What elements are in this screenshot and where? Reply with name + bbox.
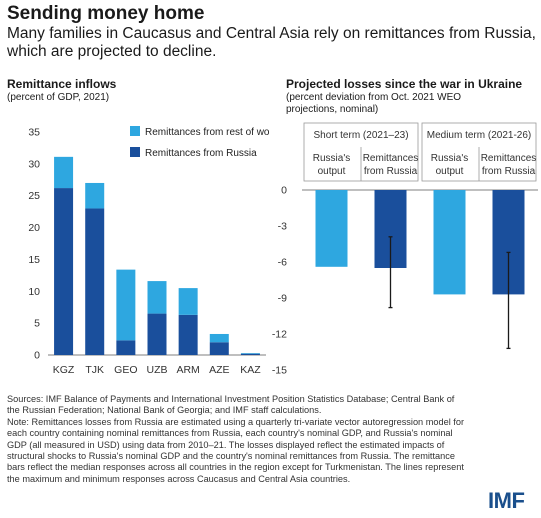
remittance-inflows-chart: 0 5 10 15 20 25 30 35 KGZ TJK GEO UZB ARM AZE KAZ Remit… [28,126,270,376]
bar-rest-of-world [147,281,167,314]
x-tick-label: AZE [209,364,229,376]
x-tick-label: TJK [85,364,104,376]
bar-label: output [436,166,464,177]
right-panel-subtitle-line-1: (percent deviation from Oct. 2021 WEO [286,92,462,103]
bar-rest-of-world [178,288,198,315]
y-tick-label: -15 [272,365,287,377]
bar-rest-of-world [209,333,229,343]
bar-rest-of-world [240,353,260,354]
projected-losses-chart: 0 -3 -6 -9 -12 -15 Short term (2021–23) Russia'… [272,122,538,377]
bar-label: output [318,166,346,177]
y-tick-label: 5 [34,318,40,330]
legend-label: Remittances from rest of world [145,127,270,138]
bar-label: Russia's [431,153,468,164]
left-panel-title: Remittance inflows [7,77,117,91]
y-tick-label: 10 [28,286,40,298]
y-tick-label: -3 [278,221,287,233]
bar-label: from Russia [364,166,418,177]
bar-russia [54,188,74,355]
y-tick-label: 20 [28,222,40,234]
bar-russia [209,342,229,355]
bar-label: Russia's [313,153,350,164]
legend-swatch [130,126,140,136]
bar-russia [147,313,167,355]
y-tick-label: 25 [28,190,40,202]
y-tick-label: -12 [272,329,287,341]
legend-label: Remittances from Russia [145,148,257,159]
y-tick-label: 0 [34,350,40,362]
bar-russia [85,208,105,355]
bar-russia [240,353,260,355]
y-tick-label: 0 [281,185,287,197]
sources-note: Sources: IMF Balance of Payments and Int… [7,394,467,485]
bar-rest-of-world [85,182,105,209]
sources-text: Sources: IMF Balance of Payments and Int… [7,394,455,416]
bar-russia-output [433,190,466,295]
chart-subtitle: Many families in Caucasus and Central As… [7,25,536,60]
x-tick-label: KGZ [53,364,75,376]
x-tick-label: UZB [147,364,168,376]
y-tick-label: 15 [28,254,40,266]
bar-label: Remittances [481,153,537,164]
group-label: Short term (2021–23) [313,130,408,141]
imf-logo: IMF [488,488,525,513]
bar-russia [178,314,198,355]
legend-swatch [130,147,140,157]
right-panel-subtitle-line-2: projections, nominal) [286,104,379,115]
x-tick-label: GEO [114,364,137,376]
y-tick-label: -6 [278,257,287,269]
x-tick-label: ARM [176,364,199,376]
group-label: Medium term (2021-26) [427,130,531,141]
y-tick-label: 35 [28,127,40,139]
bar-label: from Russia [482,166,536,177]
right-panel-title: Projected losses since the war in Ukrain… [286,77,523,91]
y-tick-label: 30 [28,158,40,170]
chart-title: Sending money home [7,3,205,24]
x-tick-label: KAZ [240,364,261,376]
note-text: Note: Remittances losses from Russia are… [7,416,465,484]
bar-russia [116,340,136,355]
left-panel-subtitle: (percent of GDP, 2021) [7,92,110,103]
bar-rest-of-world [116,269,136,341]
bar-label: Remittances [363,153,419,164]
y-tick-label: -9 [278,293,287,305]
bar-russia-output [315,190,348,267]
bar-rest-of-world [54,156,74,189]
